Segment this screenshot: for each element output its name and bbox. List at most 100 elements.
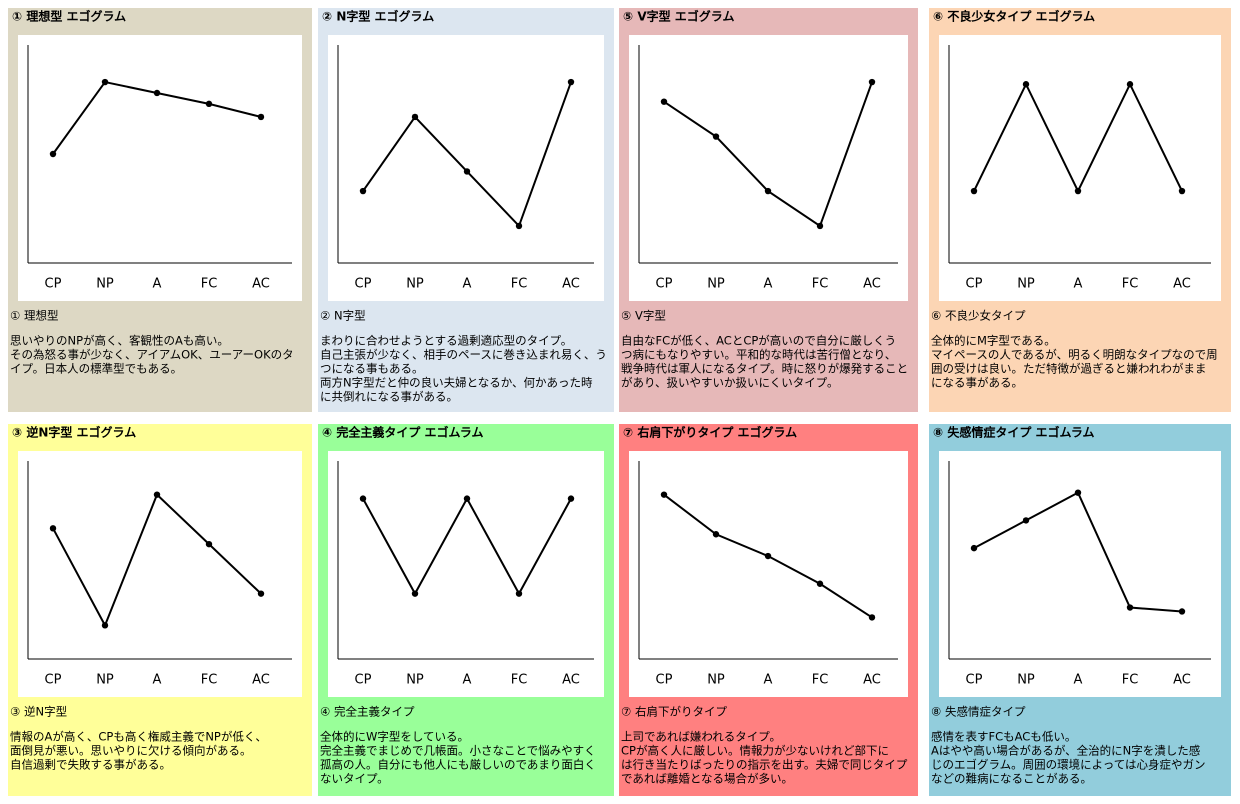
x-tick-label: FC [201,673,218,688]
x-tick-label: NP [707,277,725,292]
point [1074,187,1082,195]
point [515,222,523,230]
description-line: 自由なFCが低く、ACとCPが高いので自分に厳しくう [621,334,896,348]
panel-title: ③ 逆N字型 エゴグラム [12,425,136,440]
description-line: 面倒見が悪い。思いやりに欠ける傾向がある。 [10,744,252,758]
point [712,531,720,538]
heading: ③ 逆N字型 [10,705,67,719]
point [970,544,978,552]
x-tick-label: AC [1173,277,1191,292]
description-line: イプ。日本人の標準型でもある。 [10,362,182,376]
point [101,622,109,629]
description-line: まわりに合わせようとする過剰適応型のタイプ。 [320,334,572,348]
x-tick-label: A [1074,277,1083,292]
point [359,187,367,195]
point [712,133,720,140]
heading: ⑧ 失感情症タイプ [931,705,1026,719]
description-line: 戦争時代は軍人になるタイプ。時に怒りが爆発すること [621,362,908,376]
x-tick-label: NP [707,673,725,688]
x-tick-label: AC [252,673,270,688]
heading: ⑥ 不良少女タイプ [931,309,1026,323]
x-tick-label: AC [863,277,881,292]
description-line: 孤高の人。自分にも他人にも厳しいのであまり面白く [320,758,596,772]
point [463,495,471,502]
x-tick-label: CP [45,277,62,292]
description-line: マイペースの人であるが、明るく明朗なタイプなので周 [931,348,1218,362]
point [411,113,419,121]
heading: ⑤ V字型 [621,309,666,323]
point [153,491,161,498]
point [1126,604,1134,611]
chart-box [629,451,908,697]
point [205,540,213,548]
chart-box [328,35,604,301]
point [816,222,824,230]
panel-title: ⑤ V字型 エゴグラム [623,9,734,24]
point [257,590,265,597]
description-line: 完全主義でまじめで几帳面。小さなことで悩みやすく [320,744,596,758]
description-line: 全体的にW字型をしている。 [320,730,469,744]
heading: ① 理想型 [10,309,58,323]
x-tick-label: CP [656,277,673,292]
x-tick-label: NP [96,277,114,292]
description-line: 情報のAが高く、CPも高く権威主義でNPが低く、 [10,730,267,744]
point [411,590,419,597]
heading: ② N字型 [320,309,366,323]
chart-box [629,35,908,301]
description-line: 全体的にM字型である。 [931,334,1056,348]
description-line: は行き当たりばったりの指示を出す。夫婦で同じタイプ [621,758,908,772]
chart-box [939,451,1221,697]
description-line: つ病にもなりやすい。平和的な時代は苦行僧となり、 [621,348,896,362]
point [153,89,161,97]
chart-box [18,35,302,301]
x-tick-label: FC [201,277,218,292]
x-tick-label: CP [656,673,673,688]
x-tick-label: FC [511,277,528,292]
x-tick-label: NP [406,277,424,292]
point [1074,489,1082,496]
description-line: 囲の受けは良い。ただ特徴が過ぎると嫌われわがまま [931,362,1206,376]
description-line: 感情を表すFCもACも低い。 [931,730,1076,744]
x-tick-label: FC [1122,277,1139,292]
x-tick-label: A [463,673,472,688]
description-line: であれば離婚となる場合が多い。 [621,772,793,786]
chart-box [18,451,302,697]
point [515,590,523,597]
description-line: などの難病になることがある。 [931,772,1092,786]
point [816,580,824,587]
x-tick-label: CP [355,277,372,292]
x-tick-label: A [1074,673,1083,688]
x-tick-label: CP [355,673,372,688]
panel-title: ① 理想型 エゴグラム [12,9,126,24]
x-tick-label: A [153,673,162,688]
x-tick-label: FC [511,673,528,688]
point [970,187,978,195]
description-line: 自己主張が少なく、相手のペースに巻き込まれ易く、う [320,348,607,362]
x-tick-label: A [764,277,773,292]
x-tick-label: NP [406,673,424,688]
point [101,78,109,86]
x-tick-label: FC [812,277,829,292]
point [764,187,772,195]
point [257,113,265,121]
point [205,100,213,108]
x-tick-label: AC [562,277,580,292]
point [868,78,876,86]
panel-title: ⑧ 失感情症タイプ エゴムラム [933,425,1095,440]
x-tick-label: AC [252,277,270,292]
description-line: 思いやりのNPが高く、客観性のAも高い。 [10,334,229,348]
point [1178,187,1186,195]
description-line: その為怒る事が少なく、アイアムOK、ユーアーOKのタ [10,348,294,362]
point [49,525,57,532]
point [1126,81,1134,88]
point [463,168,471,175]
x-tick-label: CP [966,277,983,292]
point [660,98,668,105]
x-tick-label: CP [966,673,983,688]
description-line: つになる事もある。 [320,362,424,376]
point [1178,608,1186,615]
point [1022,81,1030,88]
description-line: 両方N字型だと仲の良い夫婦となるか、何かあった時 [320,376,593,390]
